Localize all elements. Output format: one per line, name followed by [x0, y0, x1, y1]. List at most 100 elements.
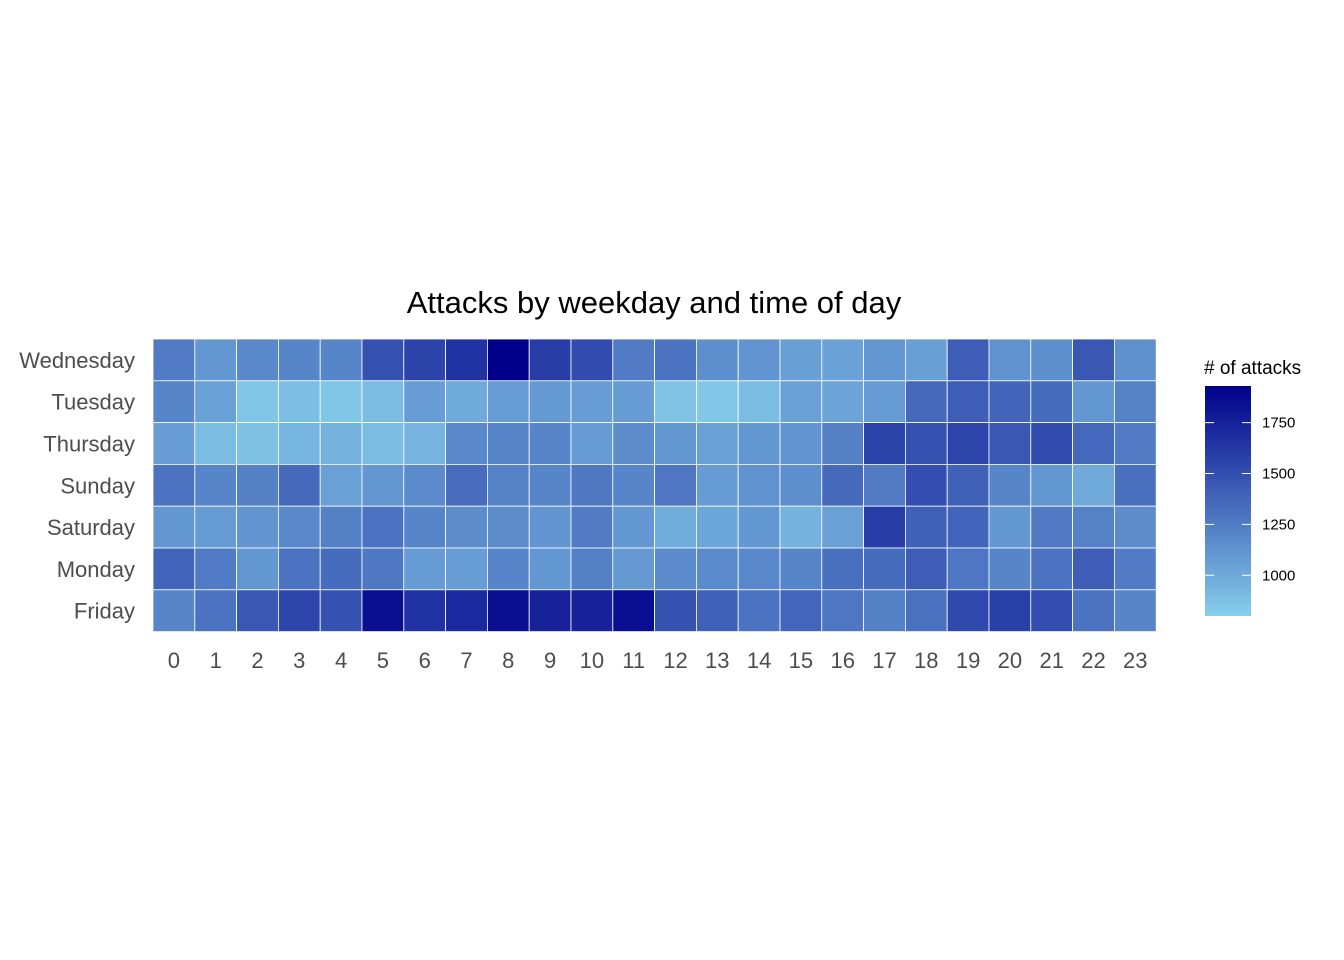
legend-tick-label: 1250: [1262, 516, 1295, 533]
heatmap-cell: [236, 547, 279, 591]
heatmap-cell: [570, 463, 614, 507]
heatmap-cell: [988, 505, 1032, 549]
heatmap-cell: [570, 380, 614, 423]
heatmap-cell: [737, 422, 781, 465]
heatmap-cell: [236, 463, 279, 507]
x-tick-label: 1: [210, 648, 222, 673]
heatmap-cell: [486, 589, 530, 632]
heatmap-cell: [737, 463, 781, 507]
x-tick-label: 13: [705, 648, 729, 673]
x-tick-label: 11: [622, 648, 645, 673]
heatmap-cell: [654, 463, 697, 507]
heatmap-cell: [821, 380, 864, 423]
heatmap-cell: [1114, 422, 1157, 465]
x-tick-label: 23: [1123, 648, 1147, 673]
heatmap-cell: [528, 422, 572, 465]
heatmap-cell: [445, 422, 488, 465]
heatmap-cell: [654, 338, 697, 382]
heatmap-cell: [988, 380, 1032, 423]
heatmap-cell: [946, 422, 990, 465]
heatmap-cell: [905, 589, 948, 632]
heatmap-cell: [946, 463, 990, 507]
heatmap-cell: [319, 505, 363, 549]
y-tick-label: Saturday: [47, 515, 135, 540]
heatmap-cell: [696, 547, 739, 591]
heatmap-cell: [445, 589, 488, 632]
heatmap-cell: [1072, 463, 1115, 507]
heatmap-cell: [905, 547, 948, 591]
heatmap-cell: [236, 338, 279, 382]
legend-tick-label: 1750: [1262, 415, 1295, 432]
heatmap-cell: [194, 505, 238, 549]
heatmap-cell: [319, 463, 363, 507]
heatmap-cell: [152, 338, 196, 382]
heatmap-cell: [1030, 547, 1074, 591]
heatmap-cell: [1030, 422, 1074, 465]
heatmap-cell: [445, 338, 488, 382]
x-tick-label: 3: [293, 648, 305, 673]
heatmap-cell: [737, 589, 781, 632]
heatmap-cell: [988, 338, 1032, 382]
heatmap-cells: [152, 338, 1157, 632]
heatmap-cell: [277, 380, 321, 423]
heatmap-cell: [1114, 463, 1157, 507]
heatmap-cell: [654, 380, 697, 423]
heatmap-cell: [612, 505, 655, 549]
heatmap-cell: [403, 463, 446, 507]
heatmap-cell: [1030, 505, 1074, 549]
x-tick-label: 18: [914, 648, 938, 673]
heatmap-cell: [194, 422, 238, 465]
heatmap-cell: [1114, 547, 1157, 591]
heatmap-cell: [570, 547, 614, 591]
heatmap-cell: [696, 463, 739, 507]
heatmap-cell: [696, 380, 739, 423]
heatmap-cell: [277, 505, 321, 549]
heatmap-cell: [1072, 505, 1115, 549]
color-legend: # of attacks 1000 1250 1500 1750: [1204, 358, 1301, 616]
heatmap-cell: [152, 505, 196, 549]
heatmap-cell: [654, 589, 697, 632]
x-tick-label: 8: [502, 648, 514, 673]
heatmap-cell: [1114, 338, 1157, 382]
heatmap-cell: [570, 422, 614, 465]
heatmap-cell: [361, 505, 405, 549]
heatmap-cell: [1072, 547, 1115, 591]
heatmap-cell: [1114, 589, 1157, 632]
x-tick-label: 15: [789, 648, 813, 673]
heatmap-cell: [152, 589, 196, 632]
heatmap-cell: [152, 463, 196, 507]
heatmap-cell: [905, 338, 948, 382]
y-tick-label: Monday: [57, 557, 135, 582]
heatmap-cell: [486, 505, 530, 549]
heatmap-cell: [946, 589, 990, 632]
heatmap-cell: [403, 338, 446, 382]
heatmap-cell: [946, 505, 990, 549]
heatmap-cell: [403, 380, 446, 423]
heatmap-cell: [612, 547, 655, 591]
heatmap-cell: [863, 338, 906, 382]
chart-title: Attacks by weekday and time of day: [407, 285, 902, 320]
heatmap-cell: [403, 505, 446, 549]
heatmap-cell: [319, 589, 363, 632]
heatmap-cell: [236, 380, 279, 423]
x-tick-label: 17: [872, 648, 896, 673]
y-tick-label: Thursday: [43, 432, 135, 457]
heatmap-cell: [486, 380, 530, 423]
heatmap-cell: [1030, 589, 1074, 632]
heatmap-cell: [361, 380, 405, 423]
heatmap-cell: [821, 589, 864, 632]
heatmap-cell: [779, 422, 823, 465]
x-tick-label: 0: [168, 648, 180, 673]
heatmap-cell: [236, 505, 279, 549]
heatmap-cell: [361, 338, 405, 382]
legend-ticks: 1000 1250 1500 1750: [1205, 415, 1295, 584]
heatmap-cell: [821, 547, 864, 591]
heatmap-cell: [863, 589, 906, 632]
heatmap-cell: [152, 422, 196, 465]
heatmap-cell: [988, 422, 1032, 465]
heatmap-cell: [445, 380, 488, 423]
heatmap-cell: [696, 338, 739, 382]
heatmap-cell: [821, 505, 864, 549]
heatmap-cell: [946, 338, 990, 382]
